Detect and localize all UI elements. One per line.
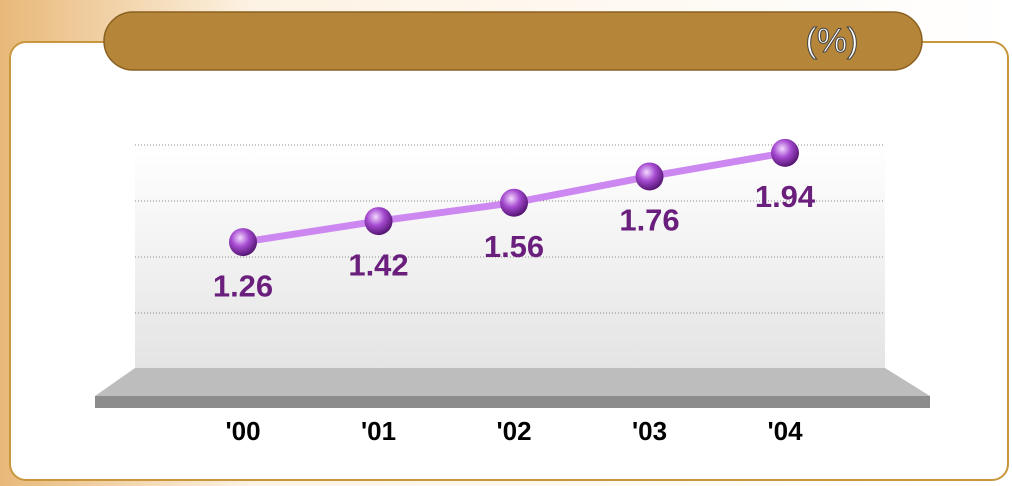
title-pill xyxy=(103,11,923,71)
marker xyxy=(635,162,664,191)
data-label: 1.26 xyxy=(213,268,273,303)
x-tick-label: '04 xyxy=(767,416,803,446)
marker xyxy=(771,138,799,167)
data-label: 1.42 xyxy=(348,247,408,282)
x-tick-label: '01 xyxy=(361,416,396,446)
x-tick-label: '02 xyxy=(496,416,531,446)
marker xyxy=(364,207,393,236)
unit-label: (%) xyxy=(806,22,859,60)
floor-front xyxy=(95,396,930,408)
marker xyxy=(500,188,528,217)
data-label: 1.56 xyxy=(484,229,544,264)
x-tick-label: '00 xyxy=(225,416,260,446)
marker xyxy=(229,228,257,257)
data-label: 1.76 xyxy=(619,203,679,238)
x-tick-label: '03 xyxy=(632,416,667,446)
data-label: 1.94 xyxy=(755,179,816,214)
floor-top xyxy=(95,368,930,396)
